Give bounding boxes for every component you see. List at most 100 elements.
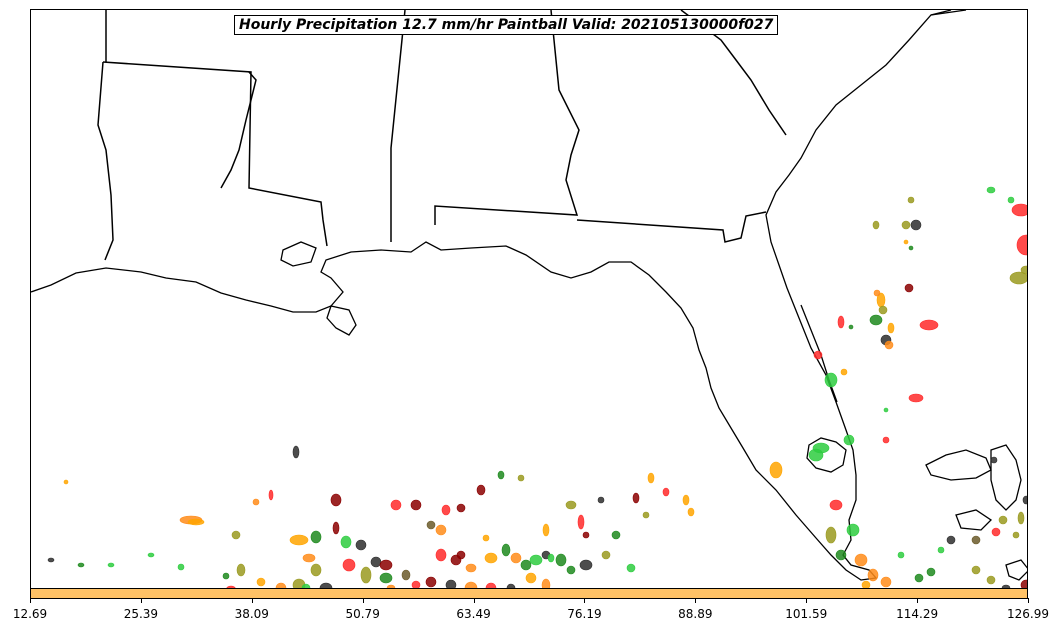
paintball-blob xyxy=(873,289,881,297)
paintball-blob xyxy=(565,500,577,510)
paintball-blob xyxy=(520,559,532,571)
colorbar-tick xyxy=(473,598,475,603)
paintball-blob xyxy=(401,569,411,581)
paintball-blob xyxy=(835,549,847,561)
paintball-blob xyxy=(840,368,848,376)
paintball-blob xyxy=(63,479,69,485)
paintball-blob xyxy=(908,245,914,251)
paintball-blob xyxy=(813,350,823,360)
border-al-ga xyxy=(434,10,580,225)
colorbar-tick-label: 88.89 xyxy=(678,607,713,621)
colorbar-tick-label: 25.39 xyxy=(123,607,159,621)
paintball-blob xyxy=(998,515,1008,525)
paintball-blob xyxy=(302,553,316,563)
border-ms-al xyxy=(390,10,406,242)
paintball-blob xyxy=(846,523,860,537)
map-canvas xyxy=(31,10,1027,598)
paintball-blob xyxy=(577,514,585,530)
atlantic-coast-sc xyxy=(930,10,967,16)
colorbar-tick xyxy=(917,598,919,603)
colorbar-tick xyxy=(30,598,31,603)
paintball-blob xyxy=(542,523,550,537)
paintball-blob xyxy=(907,196,915,204)
colorbar-tick-label: 50.79 xyxy=(345,607,380,621)
paintball-blob xyxy=(884,340,894,350)
paintball-blob xyxy=(986,186,996,194)
paintball-blob xyxy=(991,527,1001,537)
paintball-blob xyxy=(601,550,611,560)
colorbar-ticks: 12.69 25.39 38.09 50.79 63.49 76.19 88.89 101.5… xyxy=(0,598,1062,633)
mississippi-delta xyxy=(326,305,357,336)
paintball-blob xyxy=(379,572,393,584)
paintball-blob xyxy=(435,548,447,562)
paintball-blob xyxy=(231,530,241,540)
paintball-blob xyxy=(867,568,879,582)
paintball-blob xyxy=(843,434,855,446)
paintball-blob xyxy=(908,393,924,403)
paintball-blob xyxy=(872,220,880,230)
paintball-blob xyxy=(824,372,838,388)
paintball-blob xyxy=(456,503,466,513)
colorbar-tick xyxy=(695,598,697,603)
border-ga-fl xyxy=(576,211,767,243)
paintball-blob xyxy=(484,552,498,564)
bahamas-3 xyxy=(955,509,993,531)
bahamas-2 xyxy=(990,444,1022,511)
paintball-blob xyxy=(883,407,889,413)
lake-pontchartrain xyxy=(280,241,317,267)
colorbar-tick xyxy=(140,598,142,603)
colorbar-tick xyxy=(251,598,253,603)
paintball-blob xyxy=(77,562,85,568)
paintball-blob xyxy=(410,499,422,511)
paintball-blob xyxy=(465,563,477,573)
paintball-blob xyxy=(517,474,525,482)
paintball-blob xyxy=(310,530,322,544)
paintball-blob xyxy=(1007,196,1015,204)
paintball-blob xyxy=(330,493,342,507)
paintball-blob xyxy=(435,524,447,536)
paintball-blob xyxy=(555,553,567,567)
paintball-blob xyxy=(355,539,367,551)
colorbar-tick xyxy=(806,598,808,603)
paintball-blob xyxy=(919,319,939,331)
paintball-blob xyxy=(476,484,486,496)
paintball-blob xyxy=(547,553,555,563)
paintball-blob xyxy=(926,567,936,577)
paintball-blob xyxy=(662,487,670,497)
paintball-blob xyxy=(579,559,593,571)
paintball-blob xyxy=(107,562,115,568)
paintball-blob xyxy=(611,530,621,540)
state-borders xyxy=(97,10,787,261)
paintball-blob xyxy=(946,535,956,545)
colorbar-tick-label: 76.19 xyxy=(567,607,602,621)
paintball-blob xyxy=(497,470,505,480)
paintball-blob xyxy=(187,518,205,526)
paintball-blob xyxy=(769,461,783,479)
paintball-blob xyxy=(878,305,888,315)
paintball-blob xyxy=(914,573,924,583)
paintball-blob xyxy=(222,572,230,580)
paintball-blob xyxy=(268,489,274,501)
paintball-blob xyxy=(986,575,996,585)
paintball-blob xyxy=(854,553,868,567)
paintball-blob xyxy=(1017,511,1025,525)
paintball-blob xyxy=(1020,265,1027,275)
paintball-blob xyxy=(825,526,837,544)
paintball-blob xyxy=(848,324,854,330)
paintball-blob xyxy=(147,552,155,558)
paintball-blob xyxy=(256,577,266,587)
paintball-blob xyxy=(910,219,922,231)
paintball-blob xyxy=(626,563,636,573)
paintball-blob xyxy=(812,442,830,454)
paintball-blob xyxy=(837,315,845,329)
paintball-blob xyxy=(869,314,883,326)
colorbar-tick-label: 38.09 xyxy=(234,607,269,621)
paintball-blob xyxy=(426,520,436,530)
paintball-blob xyxy=(501,543,511,557)
paintball-blob xyxy=(292,445,300,459)
paintball-blob xyxy=(310,563,322,577)
paintball-blob xyxy=(632,492,640,504)
paintball-blob xyxy=(1016,234,1027,256)
colorbar-tick-label: 114.29 xyxy=(896,607,939,621)
paintball-blob xyxy=(1009,271,1027,285)
